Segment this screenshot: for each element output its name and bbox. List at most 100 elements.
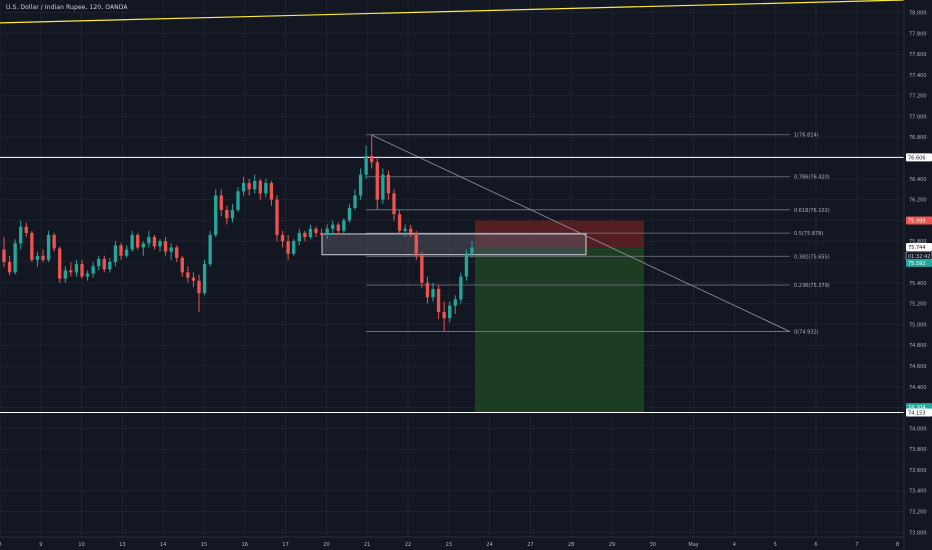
candle-body[interactable]: [191, 277, 196, 281]
candle-body[interactable]: [364, 155, 368, 175]
candle-body[interactable]: [319, 232, 324, 235]
candle-body[interactable]: [219, 195, 223, 211]
candle-body[interactable]: [19, 226, 23, 244]
candle-body[interactable]: [381, 174, 385, 200]
candle-body[interactable]: [247, 182, 251, 190]
candle-body[interactable]: [386, 174, 391, 194]
candle-body[interactable]: [119, 245, 123, 256]
candle-body[interactable]: [336, 224, 340, 231]
candle-body[interactable]: [236, 191, 240, 211]
x-tick-label: 8: [896, 542, 899, 548]
candle-body[interactable]: [409, 228, 413, 233]
candle-body[interactable]: [420, 255, 424, 283]
candle-body[interactable]: [225, 210, 229, 219]
candle-body[interactable]: [202, 264, 207, 294]
candle-body[interactable]: [91, 266, 95, 274]
candle-body[interactable]: [63, 270, 67, 279]
candle-body[interactable]: [436, 289, 441, 312]
supply-zone-rectangle[interactable]: [321, 233, 587, 256]
candle-body[interactable]: [397, 214, 402, 231]
candle-body[interactable]: [358, 174, 363, 196]
candle-body[interactable]: [74, 264, 79, 273]
candle-body[interactable]: [308, 228, 313, 238]
candle-body[interactable]: [453, 299, 457, 306]
candle-body[interactable]: [13, 243, 17, 273]
candle-body[interactable]: [286, 241, 290, 254]
x-tick-label: 15: [201, 542, 207, 548]
candle-body[interactable]: [158, 241, 162, 247]
candle-body[interactable]: [214, 195, 218, 235]
short-position-target-zone[interactable]: [475, 247, 644, 413]
candle-body[interactable]: [403, 228, 407, 231]
candle-body[interactable]: [130, 234, 134, 250]
candle-body[interactable]: [169, 247, 173, 252]
candle-body[interactable]: [331, 224, 335, 229]
candle-body[interactable]: [275, 199, 279, 235]
y-tick-label: 75.800: [909, 239, 927, 245]
candle-body[interactable]: [85, 273, 90, 277]
candle-body[interactable]: [102, 258, 106, 270]
candle-body[interactable]: [264, 182, 268, 194]
yellow-trendline[interactable]: [0, 0, 905, 24]
candle-body[interactable]: [292, 241, 296, 254]
candle-body[interactable]: [375, 162, 379, 200]
candle-body[interactable]: [459, 276, 463, 300]
candle-body[interactable]: [353, 195, 357, 208]
candle-body[interactable]: [392, 193, 396, 215]
candle-body[interactable]: [35, 255, 40, 260]
candle-body[interactable]: [7, 262, 12, 273]
candle-body[interactable]: [425, 282, 430, 298]
candle-body[interactable]: [175, 247, 179, 258]
candle-body[interactable]: [108, 262, 112, 270]
candle-body[interactable]: [46, 234, 51, 260]
candle-body[interactable]: [303, 232, 307, 238]
candle-body[interactable]: [141, 243, 145, 248]
candle-body[interactable]: [80, 264, 84, 277]
candle-body[interactable]: [325, 228, 329, 235]
candle-body[interactable]: [414, 232, 418, 256]
candle-body[interactable]: [269, 182, 274, 200]
candle-body[interactable]: [180, 257, 184, 273]
x-tick-label: 13: [119, 542, 125, 548]
candle-body[interactable]: [448, 305, 452, 319]
candle-body[interactable]: [431, 289, 435, 298]
candle-body[interactable]: [197, 280, 201, 294]
candle-body[interactable]: [370, 155, 374, 163]
fib-trend-line[interactable]: [371, 134, 791, 333]
x-tick-label: 21: [364, 542, 370, 548]
candle-body[interactable]: [30, 232, 34, 260]
candle-body[interactable]: [464, 253, 469, 277]
candle-body[interactable]: [136, 234, 140, 248]
candle-body[interactable]: [69, 270, 73, 273]
candle-body[interactable]: [24, 226, 28, 233]
candle-body[interactable]: [147, 237, 151, 244]
candle-body[interactable]: [2, 249, 6, 263]
candle-body[interactable]: [253, 180, 257, 190]
candle-body[interactable]: [97, 258, 101, 267]
candle-body[interactable]: [297, 232, 301, 242]
candle-body[interactable]: [52, 234, 56, 249]
price-marker-label: 75.744: [908, 245, 926, 251]
candle-body[interactable]: [442, 311, 446, 319]
candle-body[interactable]: [152, 237, 157, 247]
candle-body[interactable]: [58, 248, 62, 279]
candle-body[interactable]: [342, 220, 346, 231]
candle-body[interactable]: [470, 247, 474, 254]
candle-body[interactable]: [241, 182, 246, 192]
candle-body[interactable]: [163, 241, 168, 252]
candle-body[interactable]: [41, 255, 45, 260]
candle-body[interactable]: [113, 245, 118, 263]
candle-body[interactable]: [258, 180, 262, 194]
price-axis[interactable]: [904, 0, 932, 550]
candle-body[interactable]: [280, 234, 285, 242]
x-tick-label: 27: [527, 542, 533, 548]
candle-body[interactable]: [208, 234, 212, 265]
candle-body[interactable]: [124, 249, 129, 256]
candle-body[interactable]: [314, 228, 318, 233]
candle-body[interactable]: [230, 210, 235, 219]
y-tick-label: 74.000: [909, 426, 927, 432]
candle-body[interactable]: [347, 207, 352, 221]
x-tick-label: 7: [855, 542, 858, 548]
candle-body[interactable]: [186, 272, 190, 278]
